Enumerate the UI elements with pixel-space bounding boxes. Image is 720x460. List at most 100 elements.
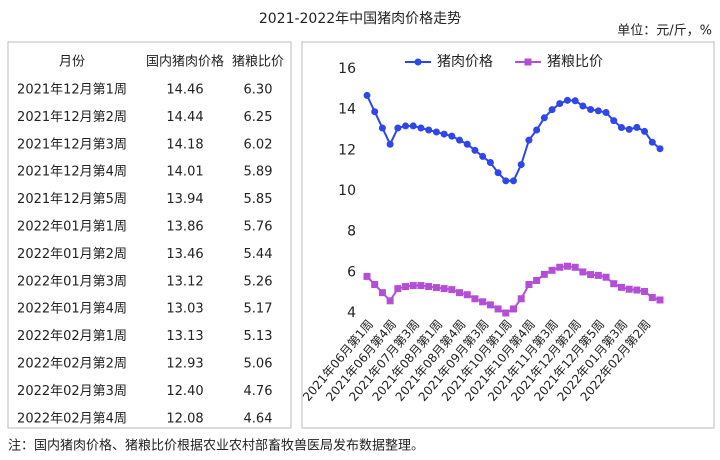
marker: [463, 291, 471, 299]
marker: [402, 122, 410, 130]
marker: [556, 263, 564, 271]
marker: [563, 96, 571, 104]
marker: [610, 117, 618, 125]
table-cell: 13.46: [166, 247, 203, 262]
marker: [656, 296, 664, 304]
table-cell: 6.30: [244, 83, 273, 98]
marker: [378, 124, 386, 132]
table-cell: 14.01: [166, 165, 203, 180]
marker: [394, 124, 402, 132]
marker: [525, 136, 533, 144]
table-cell: 2022年02月第1周: [17, 329, 127, 344]
table-box: [7, 41, 292, 429]
marker: [471, 146, 479, 154]
table-cell: 13.12: [166, 274, 203, 289]
marker: [456, 289, 464, 297]
marker: [617, 283, 625, 291]
table-cell: 2021年12月第4周: [17, 165, 127, 180]
marker: [394, 285, 402, 293]
legend-label: 猪肉价格: [437, 54, 493, 70]
note: 注：国内猪肉价格、猪粮比价根据农业农村部畜牧兽医局发布数据整理。: [8, 438, 424, 454]
table-cell: 14.46: [166, 83, 203, 98]
table-cell: 5.85: [244, 192, 273, 207]
table-cell: 14.44: [166, 110, 203, 125]
marker: [456, 136, 464, 144]
marker: [602, 273, 610, 281]
marker: [440, 285, 448, 293]
marker: [502, 177, 510, 185]
table-cell: 12.08: [166, 411, 203, 426]
table-cell: 2022年01月第3周: [17, 274, 127, 289]
y-tick-label: 4: [347, 305, 356, 321]
table-cell: 2022年02月第4周: [17, 411, 127, 426]
marker: [479, 298, 487, 306]
marker: [510, 305, 517, 313]
marker: [494, 305, 502, 313]
marker: [571, 97, 579, 105]
marker: [533, 126, 541, 134]
marker: [641, 287, 649, 295]
table-cell: 5.89: [244, 165, 273, 180]
marker: [540, 270, 548, 278]
marker: [432, 128, 440, 136]
marker: [432, 284, 440, 292]
marker: [594, 107, 602, 115]
marker: [363, 272, 371, 280]
marker: [463, 140, 471, 148]
marker: [656, 145, 664, 153]
marker: [363, 91, 371, 99]
marker: [633, 286, 641, 294]
marker: [479, 152, 487, 160]
table-cell: 13.86: [166, 220, 203, 235]
y-tick-label: 14: [338, 102, 356, 118]
marker: [617, 124, 625, 132]
marker: [579, 268, 587, 276]
y-tick-label: 16: [338, 61, 356, 77]
table-header: 月份: [59, 55, 85, 70]
table-cell: 2022年02月第3周: [17, 384, 127, 399]
table-cell: 13.13: [166, 329, 203, 344]
series-line: [366, 95, 661, 182]
y-tick-label: 6: [347, 264, 356, 280]
marker: [502, 309, 510, 317]
table-cell: 14.18: [166, 137, 203, 152]
marker: [610, 280, 618, 288]
table-cell: 12.93: [166, 357, 203, 372]
marker: [378, 289, 386, 297]
chart-box: [301, 41, 715, 429]
marker: [440, 130, 448, 138]
marker: [602, 109, 610, 117]
marker: [425, 283, 433, 291]
marker: [425, 126, 433, 134]
table-cell: 6.02: [244, 137, 273, 152]
marker: [486, 159, 494, 167]
marker: [486, 301, 494, 309]
table-cell: 2021年12月第2周: [17, 110, 127, 125]
marker: [414, 58, 422, 66]
table-cell: 5.26: [244, 274, 273, 289]
y-tick-label: 12: [338, 142, 356, 158]
table-cell: 4.76: [244, 384, 273, 399]
table-header: 猪粮比价: [232, 55, 284, 70]
marker: [648, 138, 656, 146]
table-cell: 2022年01月第4周: [17, 302, 127, 317]
marker: [587, 271, 595, 279]
marker: [371, 281, 379, 289]
marker: [417, 124, 425, 132]
table-cell: 2022年01月第1周: [17, 220, 127, 235]
table-cell: 5.17: [244, 302, 273, 317]
marker: [510, 177, 517, 185]
marker: [633, 123, 641, 131]
marker: [417, 282, 425, 290]
y-tick-label: 10: [338, 183, 356, 199]
marker: [625, 285, 633, 293]
table-cell: 2021年12月第1周: [17, 83, 127, 98]
table-cell: 5.13: [244, 329, 273, 344]
marker: [371, 108, 379, 116]
marker: [641, 127, 649, 135]
table-cell: 12.40: [166, 384, 203, 399]
marker: [448, 286, 456, 294]
marker: [448, 132, 456, 140]
marker: [525, 281, 533, 289]
